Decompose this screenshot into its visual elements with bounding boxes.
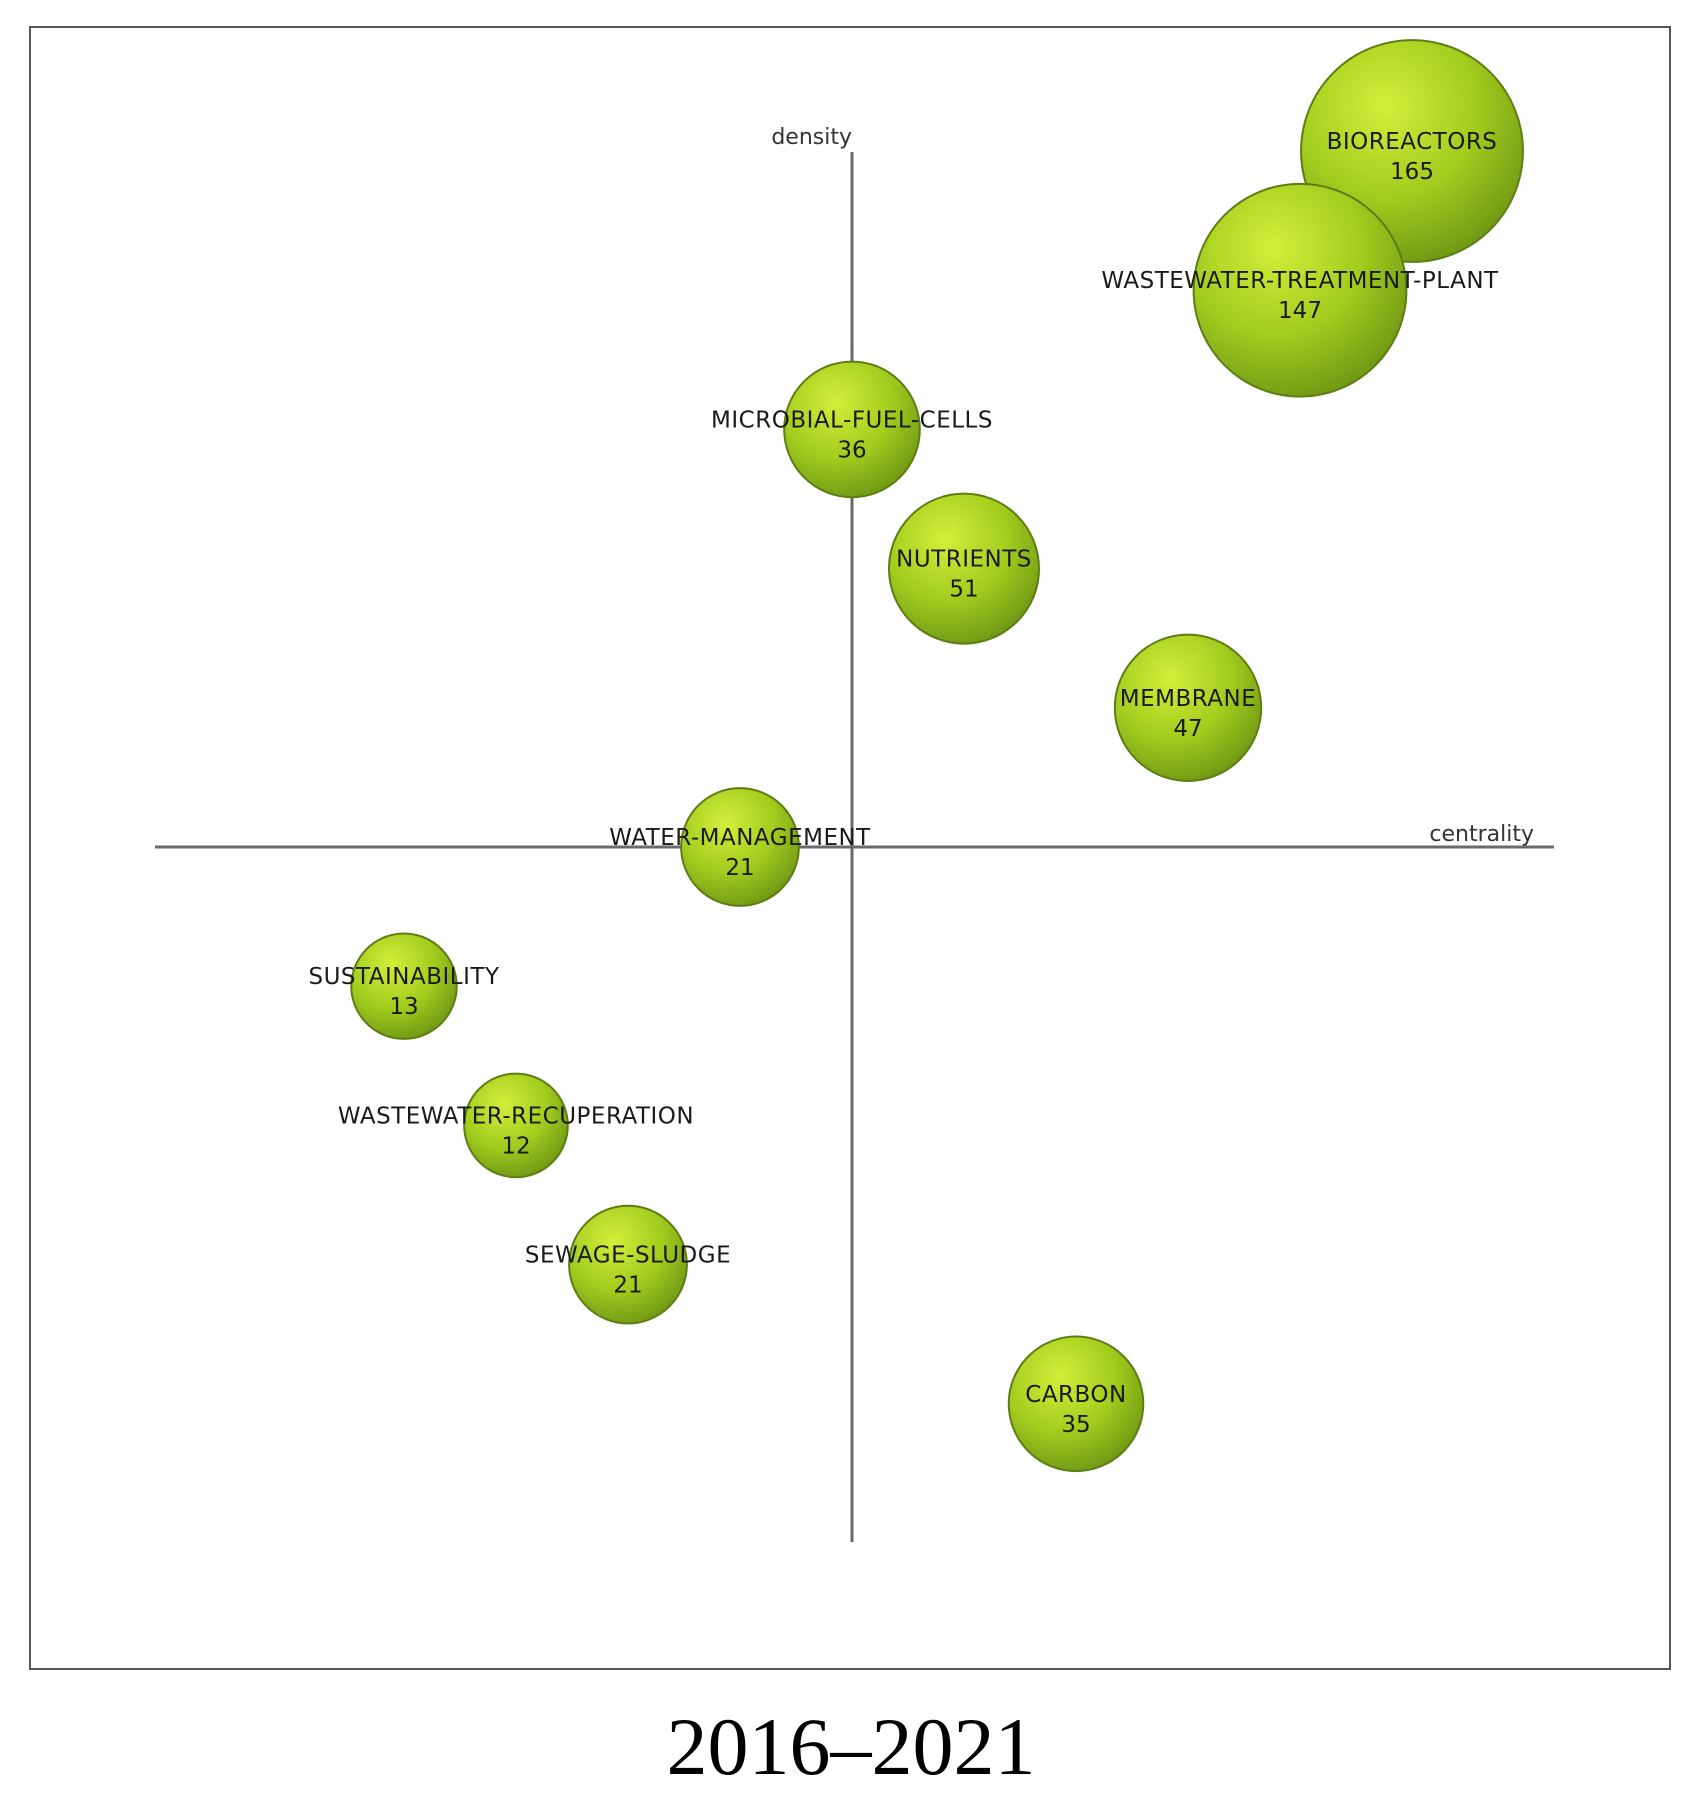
theme-count: 21: [613, 1273, 642, 1299]
theme-label: WATER-MANAGEMENT: [609, 825, 871, 851]
bubble-circle: [1113, 633, 1263, 782]
theme-count: 21: [725, 855, 754, 881]
bubble-circle: [463, 1072, 569, 1179]
theme-bubble-sustainability: SUSTAINABILITY 13: [308, 932, 499, 1040]
x-axis-label: centrality: [1429, 822, 1534, 847]
bubble-circle: [888, 492, 1040, 645]
theme-count: 147: [1278, 298, 1322, 324]
theme-label: SUSTAINABILITY: [308, 964, 499, 990]
theme-count: 36: [837, 437, 866, 463]
theme-count: 13: [389, 994, 418, 1020]
bubble-circle: [1192, 182, 1408, 398]
strategic-diagram: centrality density BIOREACTORS165WASTEWA…: [155, 39, 1554, 1542]
theme-label: MEMBRANE: [1120, 686, 1257, 712]
theme-bubble-wastewater-recuperation: WASTEWATER-RECUPERATION 12: [338, 1072, 694, 1179]
theme-bubble-carbon: CARBON 35: [1007, 1335, 1145, 1473]
theme-bubble-microbial-fuel-cells: MICROBIAL-FUEL-CELLS 36: [711, 360, 993, 499]
theme-label: NUTRIENTS: [896, 547, 1032, 573]
theme-count: 12: [501, 1133, 530, 1159]
theme-bubble-sewage-sludge: SEWAGE-SLUDGE 21: [525, 1204, 731, 1325]
theme-label: WASTEWATER-RECUPERATION: [338, 1103, 694, 1129]
theme-bubble-wastewater-treatment-plant: WASTEWATER-TREATMENT-PLANT 147: [1101, 182, 1499, 398]
theme-label: WASTEWATER-TREATMENT-PLANT: [1101, 268, 1499, 294]
bubble-circle: [680, 787, 800, 907]
chart-frame: centrality density BIOREACTORS 165 WASTEWA…: [29, 26, 1671, 1670]
y-axis-label: density: [771, 125, 852, 150]
bubble-circle: [783, 360, 921, 499]
theme-label: CARBON: [1025, 1382, 1126, 1408]
theme-bubble-water-management: WATER-MANAGEMENT 21: [609, 787, 871, 907]
theme-count: 51: [949, 577, 978, 603]
bubble-circle: [568, 1204, 688, 1325]
bubble-circle: [350, 932, 458, 1040]
theme-count: 35: [1061, 1412, 1090, 1438]
theme-bubble-membrane: MEMBRANE 47: [1113, 633, 1263, 782]
theme-count: 47: [1173, 716, 1202, 742]
theme-bubble-nutrients: NUTRIENTS 51: [888, 492, 1040, 645]
figure-caption: 2016–2021: [666, 1701, 1036, 1792]
theme-count: 165: [1390, 159, 1434, 185]
theme-label: BIOREACTORS: [1327, 129, 1498, 155]
theme-label: SEWAGE-SLUDGE: [525, 1243, 731, 1269]
theme-label: MICROBIAL-FUEL-CELLS: [711, 407, 993, 433]
bubble-circle: [1007, 1335, 1145, 1473]
